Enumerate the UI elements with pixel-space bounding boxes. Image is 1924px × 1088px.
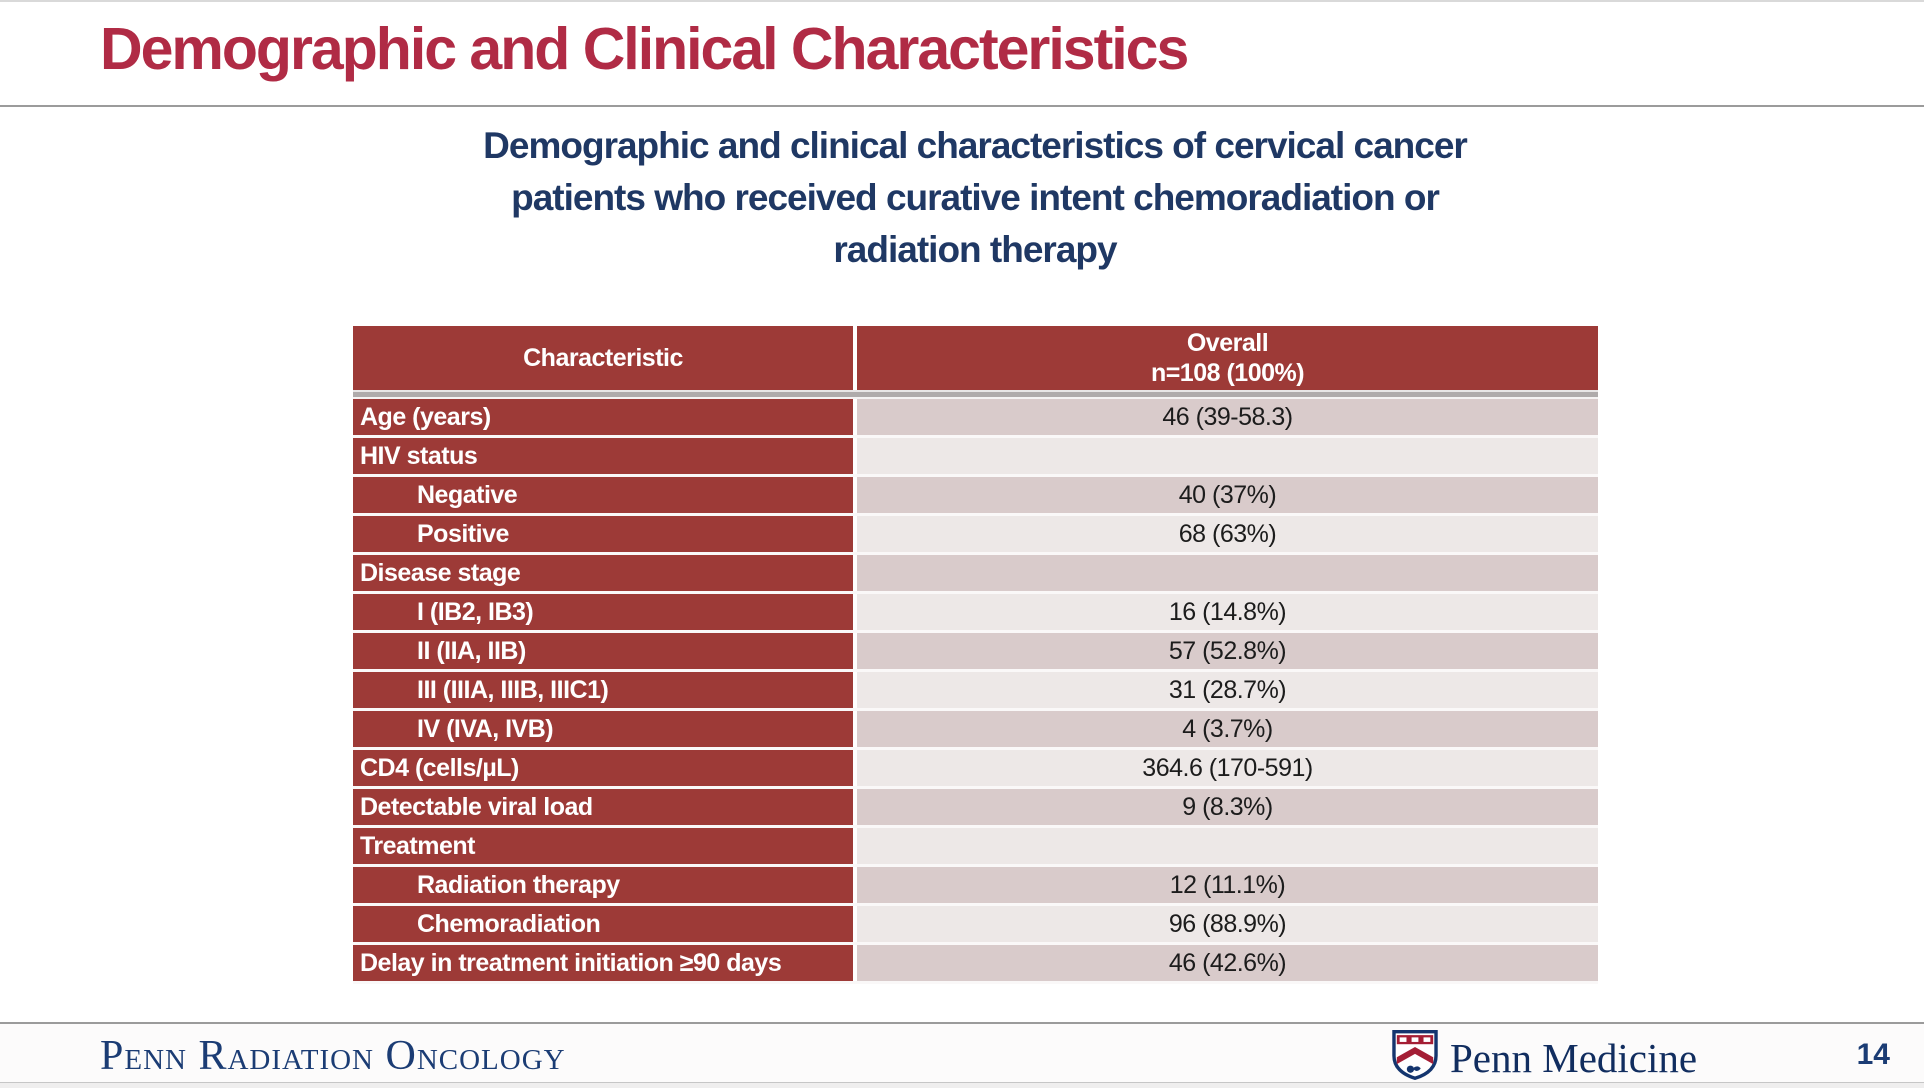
row-label-cell: Delay in treatment initiation ≥90 days (353, 945, 853, 981)
header-cell-characteristic: Characteristic (353, 326, 853, 390)
header-overall-line2: n=108 (100%) (1150, 359, 1305, 387)
row-label-cell: Negative (353, 477, 853, 513)
penn-medicine-wordmark: Penn Medicine (1450, 1034, 1698, 1081)
row-label-cell: Detectable viral load (353, 789, 853, 825)
header-overall-line1: Overall (1186, 329, 1269, 357)
table-row: Chemoradiation 96 (88.9%) (353, 906, 1598, 945)
row-value-cell (857, 438, 1598, 474)
table-caption: Demographic and clinical characteristics… (340, 120, 1610, 276)
row-label-cell: Radiation therapy (353, 867, 853, 903)
row-value-cell: 16 (14.8%) (857, 594, 1598, 630)
table-caption-line2: patients who received curative intent ch… (511, 177, 1440, 218)
row-label-cell: Positive (353, 516, 853, 552)
characteristics-table: Characteristic Overall n=108 (100%) Age … (353, 326, 1598, 984)
row-label-cell: Chemoradiation (353, 906, 853, 942)
table-row: II (IIA, IIB) 57 (52.8%) (353, 633, 1598, 672)
header-cell-overall: Overall n=108 (100%) (857, 326, 1598, 390)
row-label-cell: III (IIIA, IIIB, IIIC1) (353, 672, 853, 708)
table-row: I (IB2, IB3) 16 (14.8%) (353, 594, 1598, 633)
table-row: HIV status (353, 438, 1598, 477)
table-row: Positive 68 (63%) (353, 516, 1598, 555)
table-header-row: Characteristic Overall n=108 (100%) (353, 326, 1598, 390)
table-row: Age (years) 46 (39-58.3) (353, 399, 1598, 438)
row-label-cell: IV (IVA, IVB) (353, 711, 853, 747)
footer: Penn Radiation Oncology Penn Medicine 14 (0, 1022, 1924, 1082)
table-row: Radiation therapy 12 (11.1%) (353, 867, 1598, 906)
row-value-cell: 4 (3.7%) (857, 711, 1598, 747)
row-value-cell: 12 (11.1%) (857, 867, 1598, 903)
penn-shield-icon (1392, 1030, 1438, 1085)
row-value-cell: 46 (39-58.3) (857, 399, 1598, 435)
row-label-cell: Treatment (353, 828, 853, 864)
row-value-cell: 40 (37%) (857, 477, 1598, 513)
row-value-cell: 68 (63%) (857, 516, 1598, 552)
table-row: Treatment (353, 828, 1598, 867)
table-row: CD4 (cells/µL) 364.6 (170-591) (353, 750, 1598, 789)
page-number: 14 (1856, 1038, 1890, 1071)
slide-title: Demographic and Clinical Characteristics (100, 16, 1189, 82)
title-bar: Demographic and Clinical Characteristics (0, 0, 1924, 107)
header-characteristic-label: Characteristic (523, 344, 683, 372)
row-label-cell: II (IIA, IIB) (353, 633, 853, 669)
bottom-edge-strip (0, 1082, 1924, 1088)
table-row: IV (IVA, IVB) 4 (3.7%) (353, 711, 1598, 750)
table-row: Disease stage (353, 555, 1598, 594)
row-value-cell: 364.6 (170-591) (857, 750, 1598, 786)
row-label-cell: HIV status (353, 438, 853, 474)
row-value-cell: 96 (88.9%) (857, 906, 1598, 942)
row-value-cell: 46 (42.6%) (857, 945, 1598, 981)
table-row: Negative 40 (37%) (353, 477, 1598, 516)
header-separator (353, 390, 1598, 399)
table-row: Delay in treatment initiation ≥90 days 4… (353, 945, 1598, 984)
row-value-cell: 57 (52.8%) (857, 633, 1598, 669)
row-value-cell: 31 (28.7%) (857, 672, 1598, 708)
penn-radiation-oncology-logo: Penn Radiation Oncology (100, 1033, 566, 1079)
row-label-cell: Age (years) (353, 399, 853, 435)
row-label-cell: Disease stage (353, 555, 853, 591)
table-caption-line1: Demographic and clinical characteristics… (483, 125, 1468, 166)
table-caption-line3: radiation therapy (833, 229, 1117, 270)
row-label-cell: CD4 (cells/µL) (353, 750, 853, 786)
row-label-cell: I (IB2, IB3) (353, 594, 853, 630)
table-body: Age (years) 46 (39-58.3) HIV status Nega… (353, 399, 1598, 984)
penn-medicine-logo: Penn Medicine (1392, 1030, 1697, 1085)
table-row: III (IIIA, IIIB, IIIC1) 31 (28.7%) (353, 672, 1598, 711)
row-value-cell (857, 555, 1598, 591)
row-value-cell: 9 (8.3%) (857, 789, 1598, 825)
row-value-cell (857, 828, 1598, 864)
table-row: Detectable viral load 9 (8.3%) (353, 789, 1598, 828)
